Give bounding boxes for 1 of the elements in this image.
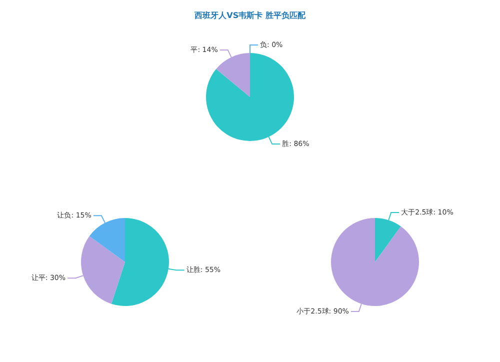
chart-title: 西班牙人VS韦斯卡 胜平负匹配 [194, 10, 306, 21]
